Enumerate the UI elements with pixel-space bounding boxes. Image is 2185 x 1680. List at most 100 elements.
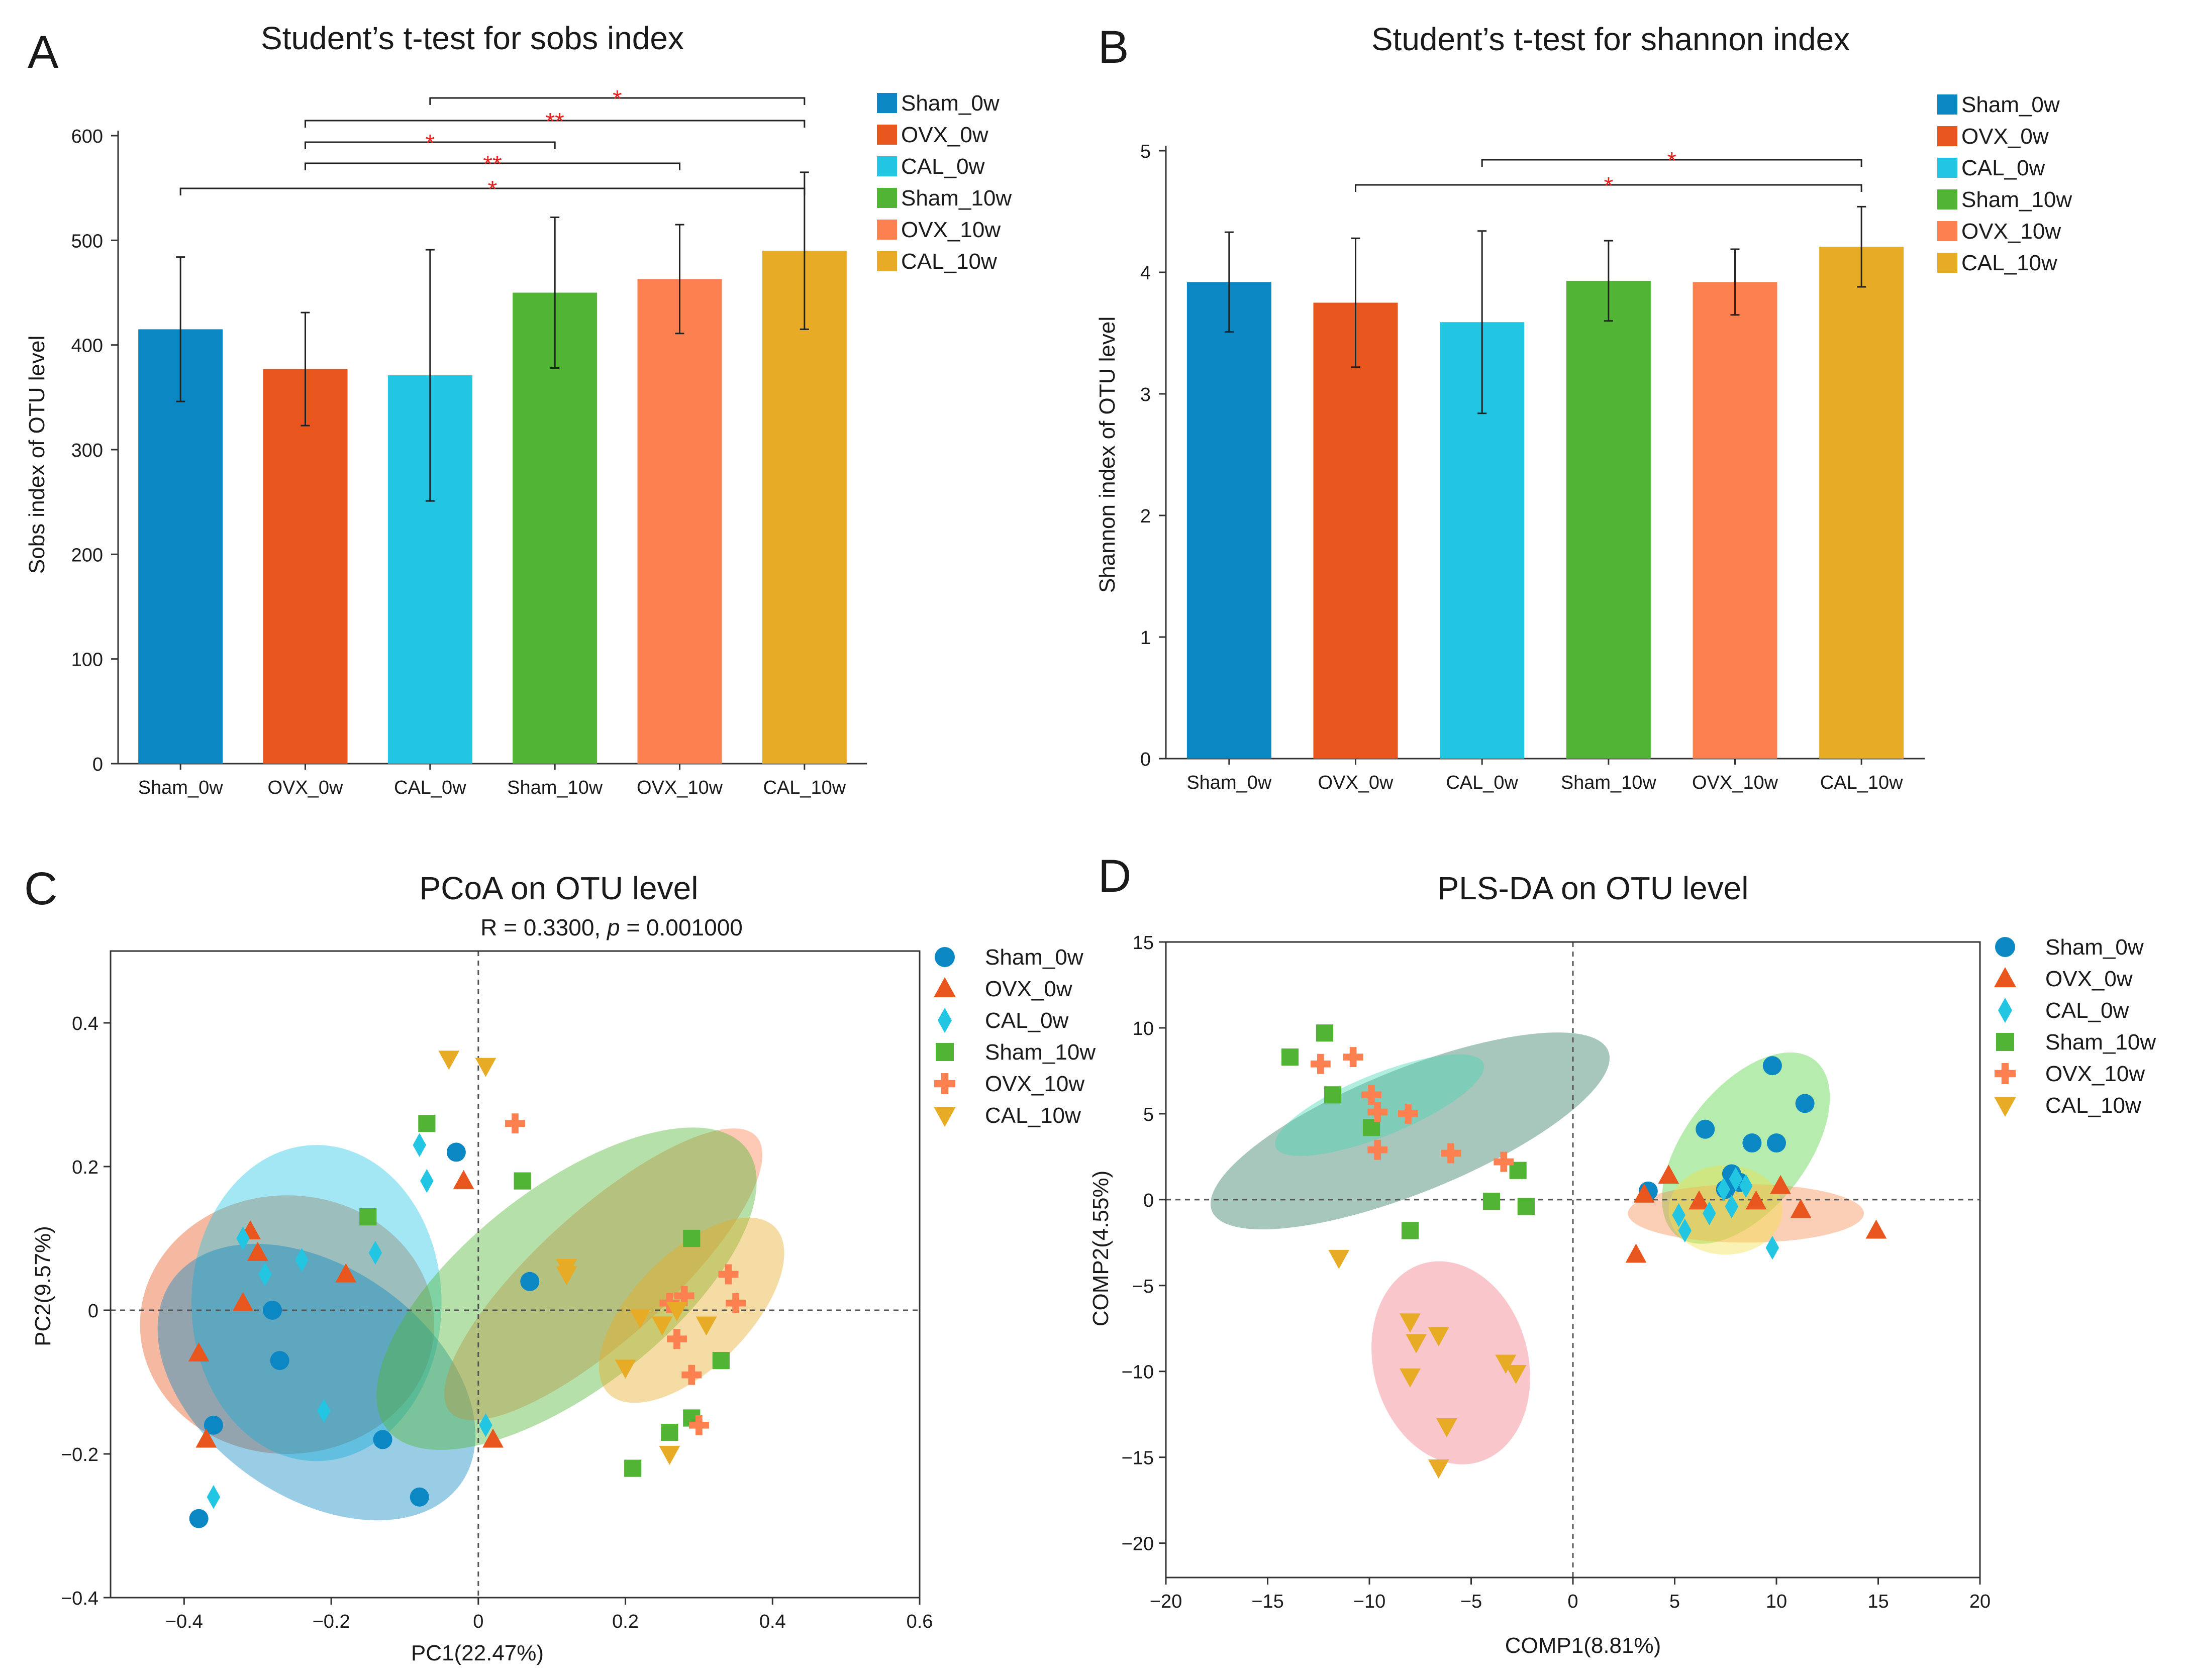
legend-label-c-sham-0w: Sham_0w xyxy=(985,945,1083,970)
point-d-sham-10w-2 xyxy=(1324,1086,1342,1104)
significance-bracket-a-0 xyxy=(429,97,806,105)
point-d-cal-0w-0 xyxy=(1729,1167,1743,1191)
point-d-cal-10w-0 xyxy=(1328,1249,1350,1269)
point-d-sham-10w-6 xyxy=(1517,1198,1535,1215)
point-d-sham-10w-7 xyxy=(1401,1222,1419,1239)
legend-swatch-a-sham-10w xyxy=(877,188,897,208)
significance-label-a-2: * xyxy=(425,130,435,157)
y-tick-label-a-500: 500 xyxy=(71,231,103,252)
legend-label-d-cal-0w: CAL_0w xyxy=(2045,998,2129,1023)
legend-label-b-sham-0w: Sham_0w xyxy=(1961,92,2060,117)
legend-label-c-sham-10w: Sham_10w xyxy=(985,1040,1096,1065)
point-c-sham-10w-7 xyxy=(624,1459,642,1477)
legend-swatch-b-cal-0w xyxy=(1937,158,1957,178)
y-tick-label-c-2: 0 xyxy=(88,1301,98,1322)
x-tick-label-c-1: −0.2 xyxy=(313,1611,350,1632)
legend-marker-c-sham-10w xyxy=(936,1043,954,1061)
legend-swatch-a-ovx-10w xyxy=(877,220,897,240)
y-tick-label-d-2: −10 xyxy=(1122,1362,1154,1383)
confidence-ellipse-c-ovx-10w xyxy=(444,1128,763,1420)
legend-label-b-ovx-10w: OVX_10w xyxy=(1961,219,2061,244)
legend-label-a-ovx-0w: OVX_0w xyxy=(901,123,988,147)
x-tick-label-d-2: −10 xyxy=(1353,1591,1385,1612)
point-d-sham-10w-0 xyxy=(1316,1024,1333,1042)
point-c-ovx-10w-3 xyxy=(674,1286,694,1306)
point-d-ovx-10w-4 xyxy=(1398,1103,1418,1124)
point-c-ovx-0w-2 xyxy=(335,1263,357,1283)
legend-label-c-ovx-10w: OVX_10w xyxy=(985,1072,1084,1096)
x-tick-label-d-0: −20 xyxy=(1150,1591,1182,1612)
legend-marker-d-sham-10w xyxy=(1996,1033,2014,1051)
x-tick-label-d-7: 15 xyxy=(1867,1591,1889,1612)
y-tick-label-b-1: 1 xyxy=(1140,627,1151,649)
bar-a-ovx-0w xyxy=(263,369,348,764)
significance-label-a-0: * xyxy=(613,86,622,113)
bar-b-ovx-10w xyxy=(1693,282,1777,759)
legend-marker-d-cal-0w xyxy=(1998,998,2012,1023)
x-tick-label-b-sham-0w: Sham_0w xyxy=(1186,772,1272,793)
x-tick-label-a-sham-0w: Sham_0w xyxy=(138,777,224,798)
y-tick-label-d-5: 5 xyxy=(1143,1104,1154,1125)
panel-a-chart: A Student’s t-test for sobs index Sobs i… xyxy=(25,20,1012,798)
point-c-ovx-10w-2 xyxy=(726,1293,746,1313)
point-d-cal-0w-2 xyxy=(1717,1177,1730,1202)
y-tick-label-d-6: 10 xyxy=(1133,1018,1154,1039)
y-axis-label-a: Sobs index of OTU level xyxy=(25,336,49,574)
legend-label-a-ovx-10w: OVX_10w xyxy=(901,218,1001,242)
point-c-ovx-10w-6 xyxy=(681,1364,702,1385)
x-axis-label-d: COMP1(8.81%) xyxy=(1505,1633,1661,1658)
legend-label-d-cal-10w: CAL_10w xyxy=(2045,1093,2141,1118)
x-tick-label-c-5: 0.6 xyxy=(907,1611,933,1632)
legend-marker-d-sham-0w xyxy=(1995,937,2015,957)
significance-bracket-b-1 xyxy=(1355,184,1862,192)
point-c-sham-10w-2 xyxy=(359,1208,377,1226)
plot-frame-c xyxy=(110,950,921,1599)
point-d-cal-0w-4 xyxy=(1672,1203,1685,1227)
bar-a-cal-10w xyxy=(762,251,847,764)
legend-label-b-sham-10w: Sham_10w xyxy=(1961,187,2072,212)
point-d-sham-10w-5 xyxy=(1482,1193,1501,1210)
x-tick-label-a-sham-10w: Sham_10w xyxy=(507,777,603,798)
y-axis-label-b: Shannon index of OTU level xyxy=(1095,317,1120,593)
point-d-sham-0w-1 xyxy=(1795,1094,1815,1113)
x-tick-label-c-2: 0 xyxy=(473,1611,483,1632)
legend-marker-c-ovx-10w xyxy=(934,1073,955,1094)
subtitle-prefix-c: R = 0.3300, xyxy=(480,914,607,940)
y-tick-label-c-3: 0.2 xyxy=(72,1157,98,1178)
point-c-sham-0w-1 xyxy=(520,1272,540,1291)
x-tick-label-c-4: 0.4 xyxy=(759,1611,786,1632)
y-tick-label-c-1: −0.2 xyxy=(61,1444,98,1465)
y-tick-label-c-4: 0.4 xyxy=(72,1013,98,1034)
legend-label-b-cal-0w: CAL_0w xyxy=(1961,156,2045,180)
point-d-sham-0w-4 xyxy=(1767,1133,1786,1153)
point-c-cal-10w-8 xyxy=(615,1359,636,1379)
point-d-sham-0w-0 xyxy=(1762,1056,1782,1076)
legend-label-b-cal-10w: CAL_10w xyxy=(1961,251,2057,275)
point-c-ovx-0w-5 xyxy=(195,1428,217,1448)
significance-label-a-4: * xyxy=(488,176,498,203)
point-d-ovx-0w-3 xyxy=(1689,1190,1710,1210)
point-c-cal-0w-8 xyxy=(479,1413,492,1437)
point-c-sham-10w-1 xyxy=(514,1172,531,1190)
legend-marker-c-ovx-0w xyxy=(934,977,956,997)
point-c-sham-0w-4 xyxy=(204,1415,223,1435)
point-c-ovx-0w-3 xyxy=(232,1292,254,1311)
point-d-cal-10w-8 xyxy=(1428,1459,1449,1479)
legend-label-d-ovx-10w: OVX_10w xyxy=(2045,1062,2145,1086)
chart-title-d: PLS-DA on OTU level xyxy=(1438,870,1749,906)
confidence-ellipse-d-sham-10w xyxy=(1211,1032,1610,1230)
point-d-cal-0w-7 xyxy=(1765,1235,1779,1260)
y-axis-label-c: PC2(9.57%) xyxy=(31,1226,55,1346)
point-c-cal-0w-0 xyxy=(413,1133,427,1157)
significance-label-b-1: * xyxy=(1604,173,1613,199)
y-tick-label-a-0: 0 xyxy=(92,754,103,775)
point-c-sham-0w-5 xyxy=(373,1430,392,1449)
legend-label-b-ovx-0w: OVX_0w xyxy=(1961,124,2049,149)
x-tick-label-d-3: −5 xyxy=(1460,1591,1482,1612)
point-d-ovx-0w-4 xyxy=(1745,1190,1767,1210)
y-tick-label-d-4: 0 xyxy=(1143,1190,1154,1211)
legend-a: Sham_0w OVX_0w CAL_0w Sham_10w OVX_10w CAL_10… xyxy=(877,91,1012,274)
point-c-ovx-10w-0 xyxy=(505,1113,525,1134)
point-c-sham-0w-6 xyxy=(410,1487,429,1507)
y-tick-label-b-4: 4 xyxy=(1140,263,1151,284)
